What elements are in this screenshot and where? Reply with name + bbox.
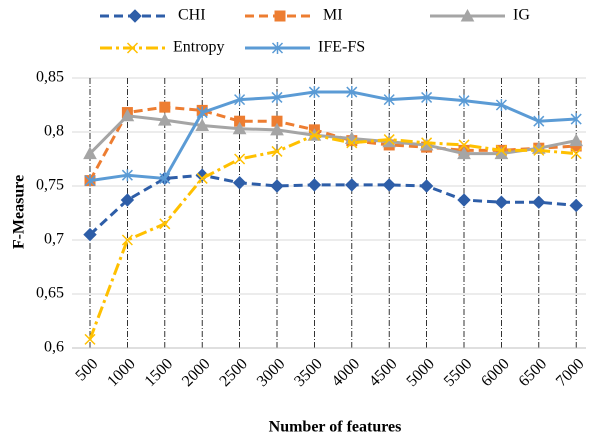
y-tick-label: 0,75 (36, 177, 64, 194)
marker (458, 94, 470, 107)
marker (159, 218, 171, 230)
x-tick-label: 6000 (478, 355, 513, 390)
series-line (89, 90, 577, 183)
marker (234, 93, 246, 106)
marker (232, 176, 247, 190)
marker (570, 113, 582, 126)
marker (232, 121, 247, 135)
x-tick-label: 5000 (403, 355, 438, 390)
x-tick-label: 4500 (366, 355, 401, 390)
marker (157, 113, 172, 126)
legend-item: IG (430, 7, 530, 24)
marker (346, 86, 358, 99)
marker (458, 139, 470, 151)
x-tick-label: 1000 (104, 355, 139, 390)
x-tick-label: 4000 (329, 355, 364, 390)
marker (196, 172, 208, 184)
marker (345, 178, 359, 192)
marker (419, 179, 434, 193)
marker (308, 86, 320, 99)
marker (121, 234, 133, 246)
marker (83, 227, 97, 242)
marker (159, 172, 171, 185)
marker (569, 133, 584, 147)
legend-item: Entropy (100, 39, 225, 56)
legend-label: Entropy (173, 39, 225, 56)
legend-item: MI (245, 7, 343, 24)
legend-item: CHI (100, 7, 206, 24)
y-tick-label: 0,8 (44, 123, 64, 140)
y-tick-label: 0,85 (36, 69, 64, 86)
marker (532, 195, 546, 209)
x-tick-label: 3500 (291, 355, 326, 390)
y-axis-title: F-Measure (11, 175, 28, 249)
marker (120, 108, 135, 122)
legend-item: IFE-FS (245, 39, 365, 56)
marker (271, 91, 283, 104)
marker (84, 333, 96, 345)
legend-label: CHI (178, 7, 206, 24)
x-tick-label: 5500 (441, 355, 476, 390)
marker (128, 9, 142, 23)
marker (83, 146, 97, 160)
y-tick-label: 0,6 (44, 339, 64, 356)
marker (234, 153, 246, 165)
marker (421, 137, 433, 149)
marker (346, 137, 358, 149)
marker (533, 115, 545, 128)
x-tick-label: 2000 (179, 355, 214, 390)
x-tick-label: 3000 (254, 355, 289, 390)
marker (195, 118, 210, 132)
marker (533, 144, 545, 156)
series-line (88, 114, 577, 156)
marker (495, 99, 507, 111)
marker (159, 101, 171, 113)
marker (274, 10, 286, 22)
marker (457, 146, 471, 160)
x-tick-label: 2500 (216, 355, 251, 390)
marker (383, 134, 395, 146)
marker (271, 42, 284, 54)
marker (495, 144, 507, 156)
marker (121, 169, 133, 182)
marker (308, 129, 320, 141)
marker (270, 122, 284, 136)
marker (307, 178, 322, 192)
x-tick-label: 6500 (516, 355, 551, 390)
marker (383, 93, 395, 106)
marker (457, 193, 471, 207)
marker (271, 145, 283, 157)
x-axis-title: Number of features (269, 419, 402, 436)
y-tick-label: 0,65 (36, 285, 64, 302)
marker (494, 195, 509, 209)
marker (196, 106, 208, 119)
x-tick-label: 1500 (142, 355, 177, 390)
y-tick-label: 0,7 (44, 231, 64, 248)
marker (120, 193, 135, 207)
legend-label: IFE-FS (318, 39, 365, 56)
marker (382, 178, 396, 192)
legend-label: IG (513, 7, 530, 24)
marker (421, 91, 433, 104)
marker (460, 8, 475, 22)
legend-label: MI (323, 7, 343, 24)
marker (126, 42, 139, 54)
x-tick-label: 7000 (553, 355, 588, 390)
marker (570, 148, 582, 160)
marker (270, 179, 284, 193)
series-line (88, 133, 577, 340)
marker (84, 174, 96, 187)
marker (569, 198, 583, 213)
x-tick-label: 500 (72, 355, 101, 384)
